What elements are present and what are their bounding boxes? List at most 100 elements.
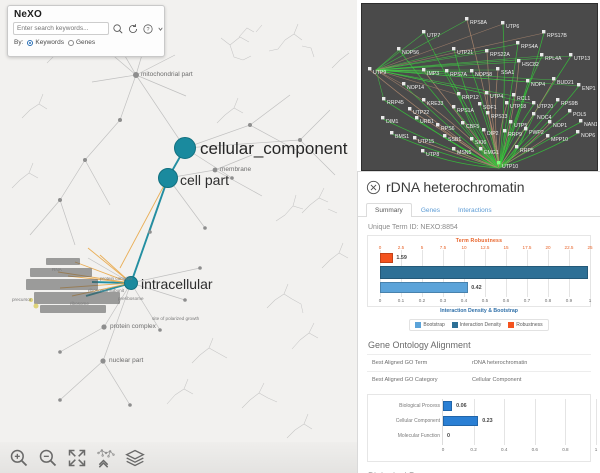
gene-node[interactable] — [552, 77, 556, 81]
gene-node[interactable] — [532, 112, 536, 116]
gene-node[interactable] — [413, 136, 417, 140]
radio-keywords[interactable]: Keywords — [27, 39, 64, 46]
gene-node-label: UTP10 — [502, 164, 518, 170]
zoom-out-icon[interactable] — [38, 448, 58, 468]
gene-node[interactable] — [516, 41, 520, 45]
tree-node-cell-part[interactable] — [158, 168, 178, 188]
gene-node[interactable] — [415, 116, 419, 120]
radio-keywords-dot — [27, 39, 34, 46]
gene-node[interactable] — [526, 79, 530, 83]
chart2-x-tick: 0.4 — [500, 447, 508, 452]
gene-node-label: MPP10 — [551, 137, 568, 143]
gene-node[interactable] — [569, 53, 573, 57]
chart1-top-tick: 2.5 — [397, 245, 405, 250]
gene-node[interactable] — [540, 53, 544, 57]
gene-interaction-network[interactable]: UTP9 NOP56 UTP7 RPS8A UTP6 UTP21 RPS22A RPS4A RP… — [361, 3, 598, 171]
gene-node[interactable] — [486, 111, 490, 115]
chart1-bar — [380, 253, 394, 263]
gene-node[interactable] — [548, 120, 552, 124]
chart2-category-label: Cellular Component — [395, 418, 440, 424]
gene-node[interactable] — [445, 69, 449, 73]
gene-node[interactable] — [381, 116, 385, 120]
gene-node[interactable] — [465, 17, 469, 21]
close-circle-icon[interactable] — [366, 180, 381, 195]
search-input[interactable] — [13, 22, 109, 35]
gene-node[interactable] — [382, 97, 386, 101]
gene-node[interactable] — [542, 30, 546, 34]
gene-node[interactable] — [512, 93, 516, 97]
gene-node[interactable] — [515, 145, 519, 149]
gene-node[interactable] — [452, 47, 456, 51]
gene-node[interactable] — [568, 109, 572, 113]
gene-node[interactable] — [470, 69, 474, 73]
gene-node[interactable] — [546, 134, 550, 138]
detail-tabs: Summary Genes Interactions — [358, 197, 600, 217]
gene-node[interactable] — [503, 129, 507, 133]
gene-node[interactable] — [556, 98, 560, 102]
gene-node[interactable] — [402, 82, 406, 86]
gene-node[interactable] — [577, 83, 581, 87]
gene-node[interactable] — [461, 121, 465, 125]
gene-node[interactable] — [390, 131, 394, 135]
gene-node-label: UTP22 — [413, 110, 429, 116]
gene-node-label: RPS22A — [490, 52, 510, 58]
search-by-row: By: Keywords Genes — [8, 35, 164, 46]
gene-node[interactable] — [443, 134, 447, 138]
gene-node[interactable] — [470, 137, 474, 141]
gene-node-label: RPS6 — [441, 126, 455, 132]
fit-screen-icon[interactable] — [67, 448, 87, 468]
gene-node[interactable] — [497, 161, 501, 165]
gene-node[interactable] — [421, 149, 425, 153]
gene-node[interactable] — [452, 105, 456, 109]
gene-node[interactable] — [422, 98, 426, 102]
gene-node[interactable] — [452, 147, 456, 151]
chevron-down-icon[interactable] — [157, 23, 164, 35]
help-icon[interactable]: ? — [142, 23, 154, 35]
gene-node-label: NOP1 — [553, 123, 567, 129]
gene-node[interactable] — [397, 47, 401, 51]
term-detail-panel[interactable]: rDNA heterochromatin Summary Genes Inter… — [357, 171, 600, 473]
gene-node[interactable] — [505, 101, 509, 105]
tab-interactions[interactable]: Interactions — [457, 207, 492, 214]
gene-node[interactable] — [579, 119, 583, 123]
gene-node[interactable] — [485, 91, 489, 95]
zoom-in-icon[interactable] — [9, 448, 29, 468]
gene-node[interactable] — [501, 21, 505, 25]
search-icon[interactable] — [112, 23, 124, 35]
gene-node[interactable] — [509, 120, 513, 124]
gene-network-graph[interactable]: UTP9 NOP56 UTP7 RPS8A UTP6 UTP21 RPS22A RPS4A RP… — [362, 4, 598, 171]
tree-graph[interactable] — [0, 0, 357, 473]
gene-node[interactable] — [576, 130, 580, 134]
gene-node[interactable] — [478, 102, 482, 106]
gene-node[interactable] — [436, 123, 440, 127]
chart2-axis-line — [442, 399, 443, 445]
gene-node[interactable] — [422, 30, 426, 34]
refresh-icon[interactable] — [127, 23, 139, 35]
tab-genes[interactable]: Genes — [420, 207, 440, 214]
legend-label-bootstrap: Bootstrap — [423, 322, 445, 328]
gene-node[interactable] — [485, 49, 489, 53]
layers-icon[interactable] — [125, 448, 145, 468]
search-panel[interactable]: NeXO ? By: — [7, 5, 165, 57]
collapse-network-icon[interactable] — [96, 448, 116, 468]
radio-genes[interactable]: Genes — [67, 39, 95, 46]
gene-node[interactable] — [496, 67, 500, 71]
gene-node[interactable] — [524, 127, 528, 131]
ontology-tree-view[interactable]: cellular_component cell part intracellul… — [0, 0, 357, 473]
chart1-bar-value: 1.59 — [396, 255, 407, 261]
gene-node[interactable] — [532, 101, 536, 105]
chart1-top-tick: 12.5 — [480, 245, 490, 250]
gene-node[interactable] — [422, 68, 426, 72]
gene-node[interactable] — [479, 147, 483, 151]
tree-node-intracellular[interactable] — [124, 276, 138, 290]
tree-node-cellular-component[interactable] — [174, 137, 196, 159]
gene-node-label: RRP12 — [462, 95, 479, 101]
gene-node[interactable] — [368, 67, 372, 71]
gene-node[interactable] — [457, 92, 461, 96]
gene-node-label: RPS1A — [457, 108, 475, 114]
gene-node[interactable] — [482, 128, 486, 132]
tab-summary[interactable]: Summary — [366, 203, 412, 217]
chart2-category-label: Biological Process — [399, 403, 440, 409]
gene-node[interactable] — [517, 59, 521, 63]
gene-node[interactable] — [408, 107, 412, 111]
